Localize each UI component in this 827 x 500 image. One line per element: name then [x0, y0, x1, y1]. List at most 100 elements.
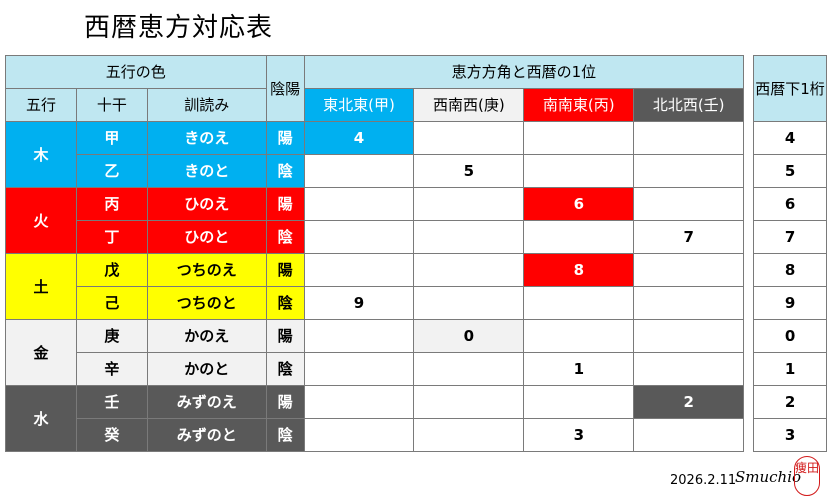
column-gap — [743, 286, 755, 320]
kunyomi-cell: きのと — [146, 154, 267, 188]
jikkan-cell: 丁 — [75, 220, 148, 254]
ehou-value-cell: 6 — [523, 187, 635, 221]
seal-stamp: 痩田 — [794, 456, 820, 496]
ehou-value-cell — [413, 220, 525, 254]
gogyo-cell: 木 — [5, 121, 77, 188]
kunyomi-cell: ひのえ — [146, 187, 267, 221]
kunyomi-cell: みずのえ — [146, 385, 267, 419]
gogyo-cell: 金 — [5, 319, 77, 386]
year-digit-cell: 6 — [753, 187, 827, 221]
column-gap — [743, 121, 755, 155]
jikkan-cell: 己 — [75, 286, 148, 320]
column-gap — [743, 319, 755, 353]
table-row: 火丙ひのえ陽 6 6 — [5, 187, 827, 254]
year-digit-cell: 3 — [753, 418, 827, 452]
jikkan-cell: 庚 — [75, 319, 148, 353]
jikkan-cell: 癸 — [75, 418, 148, 452]
column-gap — [743, 352, 755, 386]
ehou-value-cell — [303, 319, 415, 353]
ehou-value-cell — [413, 286, 525, 320]
ehou-value-cell — [523, 319, 635, 353]
jikkan-cell: 甲 — [75, 121, 148, 155]
year-digit-cell: 1 — [753, 352, 827, 386]
column-gap — [743, 418, 755, 452]
table-row: 乙きのと陰 5 5 — [6, 154, 827, 188]
ehou-value-cell — [633, 319, 745, 353]
table-row: 癸みずのと陰 3 3 — [6, 418, 827, 452]
ehou-value-cell: 0 — [413, 319, 525, 353]
inyo-cell: 陰 — [265, 352, 305, 386]
year-digit-cell: 2 — [753, 385, 827, 419]
kunyomi-cell: きのえ — [146, 121, 267, 155]
ehou-value-cell — [303, 352, 415, 386]
direction-header-north-northwest: 北北西(壬) — [633, 88, 745, 122]
ehou-value-cell: 5 — [413, 154, 525, 188]
header-row-2: 五行 十干 訓読み 東北東(甲) 西南西(庚) 南南東(丙) 北北西(壬) — [5, 88, 827, 122]
column-gap — [743, 220, 755, 254]
year-digit-cell: 5 — [753, 154, 827, 188]
column-gap — [743, 88, 755, 122]
ehou-value-cell — [413, 187, 525, 221]
page-title: 西暦恵方対応表 — [84, 13, 274, 43]
ehou-value-cell — [633, 418, 745, 452]
ehou-value-cell — [633, 121, 745, 155]
column-gap — [743, 187, 755, 221]
direction-header-east-northeast: 東北東(甲) — [303, 88, 415, 122]
jikkan-cell: 乙 — [75, 154, 148, 188]
ehou-value-cell: 3 — [523, 418, 635, 452]
ehou-value-cell — [633, 286, 745, 320]
signature: Smuchio — [735, 468, 802, 486]
ehou-value-cell: 2 — [633, 385, 745, 419]
ehou-value-cell — [633, 187, 745, 221]
ehou-value-cell: 7 — [633, 220, 745, 254]
ehou-value-cell — [413, 253, 525, 287]
kunyomi-cell: かのと — [146, 352, 267, 386]
inyo-cell: 陽 — [265, 319, 305, 353]
ehou-value-cell — [633, 154, 745, 188]
kunyomi-cell: かのえ — [146, 319, 267, 353]
kunyomi-cell: ひのと — [146, 220, 267, 254]
ehou-value-cell: 9 — [303, 286, 415, 320]
kunyomi-cell: みずのと — [146, 418, 267, 452]
jikkan-cell: 壬 — [75, 385, 148, 419]
inyo-cell: 陽 — [265, 187, 305, 221]
ehou-value-cell — [633, 352, 745, 386]
ehou-value-cell — [413, 418, 525, 452]
ehou-value-cell — [523, 220, 635, 254]
inyo-cell: 陽 — [265, 253, 305, 287]
ehou-value-cell: 1 — [523, 352, 635, 386]
ehou-table: 五行の色 陰陽 恵方方角と西暦の1位 西暦下1桁 五行 十干 訓読み 東北東(甲… — [5, 55, 827, 452]
gogyo-cell: 土 — [5, 253, 77, 320]
ehou-value-cell — [303, 418, 415, 452]
ehou-value-cell — [303, 187, 415, 221]
ehou-value-cell — [523, 154, 635, 188]
inyo-cell: 陰 — [265, 418, 305, 452]
ehou-value-cell — [523, 121, 635, 155]
gogyo-cell: 火 — [5, 187, 77, 254]
footer-date: 2026.2.11 — [670, 473, 737, 488]
jikkan-cell: 戊 — [75, 253, 148, 287]
direction-header-west-southwest: 西南西(庚) — [413, 88, 525, 122]
kunyomi-cell: つちのと — [146, 286, 267, 320]
ehou-value-cell — [413, 121, 525, 155]
year-digit-cell: 7 — [753, 220, 827, 254]
column-gap — [743, 385, 755, 419]
ehou-value-cell: 8 — [523, 253, 635, 287]
ehou-value-cell — [303, 385, 415, 419]
inyo-cell: 陰 — [265, 154, 305, 188]
column-gap — [743, 154, 755, 188]
ehou-group-header: 恵方方角と西暦の1位 — [303, 55, 745, 89]
header-row-1: 五行の色 陰陽 恵方方角と西暦の1位 西暦下1桁 — [5, 55, 827, 122]
table-row: 己つちのと陰 9 9 — [6, 286, 827, 320]
ehou-value-cell — [523, 286, 635, 320]
year-digit-cell: 9 — [753, 286, 827, 320]
ehou-value-cell — [303, 154, 415, 188]
ehou-value-cell — [633, 253, 745, 287]
ehou-value-cell — [303, 220, 415, 254]
table-row: 水壬みずのえ陽 2 2 — [5, 385, 827, 452]
color-group-header: 五行の色 — [5, 55, 267, 89]
column-gap — [743, 55, 755, 89]
year-digit-cell: 0 — [753, 319, 827, 353]
jikkan-header: 十干 — [75, 88, 148, 122]
inyo-header: 陰陽 — [265, 55, 305, 122]
